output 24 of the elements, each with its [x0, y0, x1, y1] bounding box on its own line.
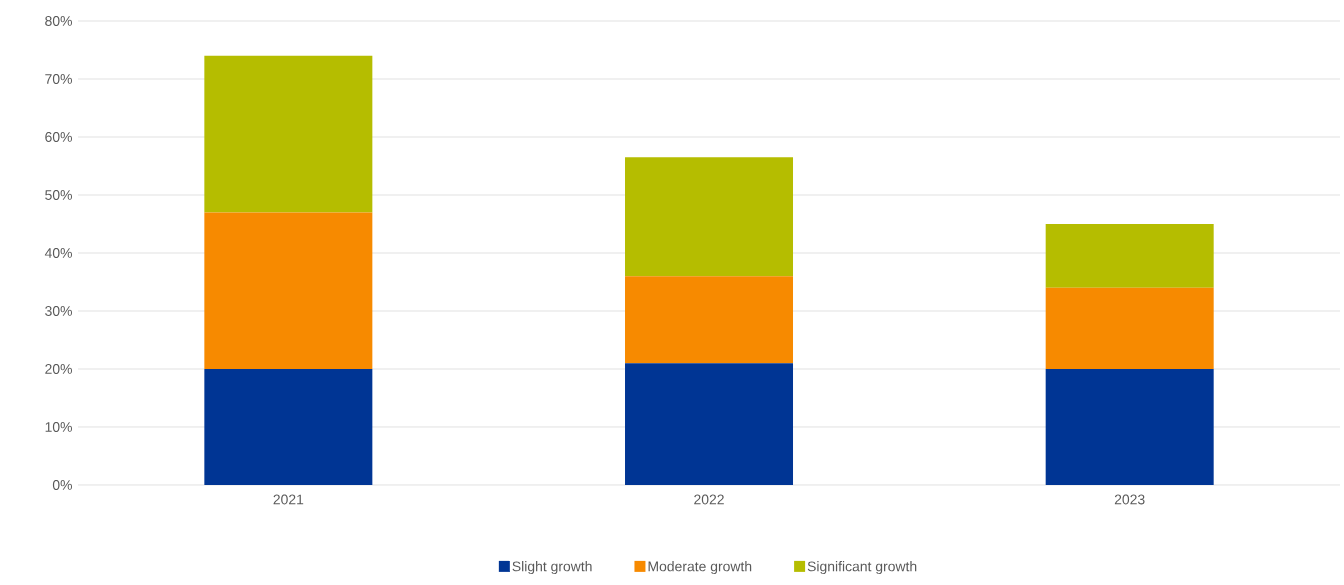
y-tick-label: 60% [45, 132, 72, 142]
y-tick-label: 40% [44, 248, 72, 258]
bar [204, 368, 373, 485]
y-tick-label: 10% [45, 422, 72, 432]
legend-label: Slight growth [512, 561, 592, 575]
x-tick-label: 2022 [694, 494, 724, 505]
bar [204, 212, 373, 369]
bar [204, 55, 373, 213]
bar [1045, 223, 1214, 288]
legend-label: Significant growth [807, 561, 917, 575]
y-tick-label: 30% [45, 306, 72, 316]
y-tick-label: 0% [52, 480, 72, 490]
x-tick-label: 2021 [273, 494, 304, 505]
y-tick-label: 70% [45, 74, 72, 84]
x-tick-label: 2023 [1114, 494, 1145, 505]
y-tick-label: 80% [45, 16, 72, 26]
bar [625, 363, 794, 485]
bar [625, 157, 794, 277]
y-tick-label: 20% [45, 364, 72, 374]
legend-label: Moderate growth [648, 561, 752, 575]
bar [1045, 287, 1214, 369]
y-tick-label: 50% [45, 190, 72, 200]
bar [1045, 368, 1214, 485]
bar [625, 276, 794, 364]
